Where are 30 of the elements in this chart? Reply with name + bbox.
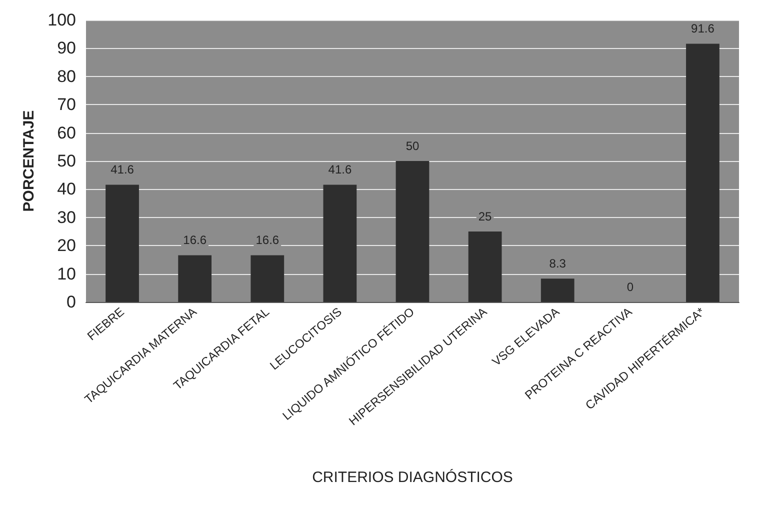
x-axis-title: CRITERIOS DIAGNÓSTICOS [312, 468, 513, 486]
y-tick-label: 20 [57, 236, 76, 256]
bar [250, 255, 284, 302]
bar [106, 184, 139, 302]
data-label: 16.6 [183, 233, 207, 248]
data-label: 25 [478, 210, 492, 224]
data-label: 50 [406, 139, 420, 153]
data-label: 8.3 [549, 256, 566, 271]
data-label: 0 [626, 280, 634, 294]
y-tick-label: 100 [48, 10, 76, 30]
y-tick-label: 40 [57, 180, 76, 199]
y-tick-label: 80 [57, 66, 76, 86]
bar [468, 232, 502, 302]
bar [323, 184, 357, 302]
y-tick-label: 0 [66, 292, 76, 312]
data-label: 41.6 [110, 162, 134, 177]
data-label: 91.6 [691, 22, 715, 36]
y-tick-label: 10 [57, 264, 76, 284]
data-label: 41.6 [328, 162, 352, 177]
y-axis-title: PORCENTAJE [20, 110, 38, 212]
y-tick-label: 60 [57, 123, 76, 142]
y-tick-label: 30 [57, 208, 76, 227]
bar [686, 44, 720, 302]
data-label: 16.6 [256, 233, 280, 248]
y-tick-label: 50 [57, 152, 76, 170]
bar [178, 255, 212, 302]
y-tick-label: 90 [57, 38, 76, 58]
y-tick-label: 70 [57, 95, 76, 114]
bar [396, 161, 430, 302]
bar [540, 278, 574, 302]
